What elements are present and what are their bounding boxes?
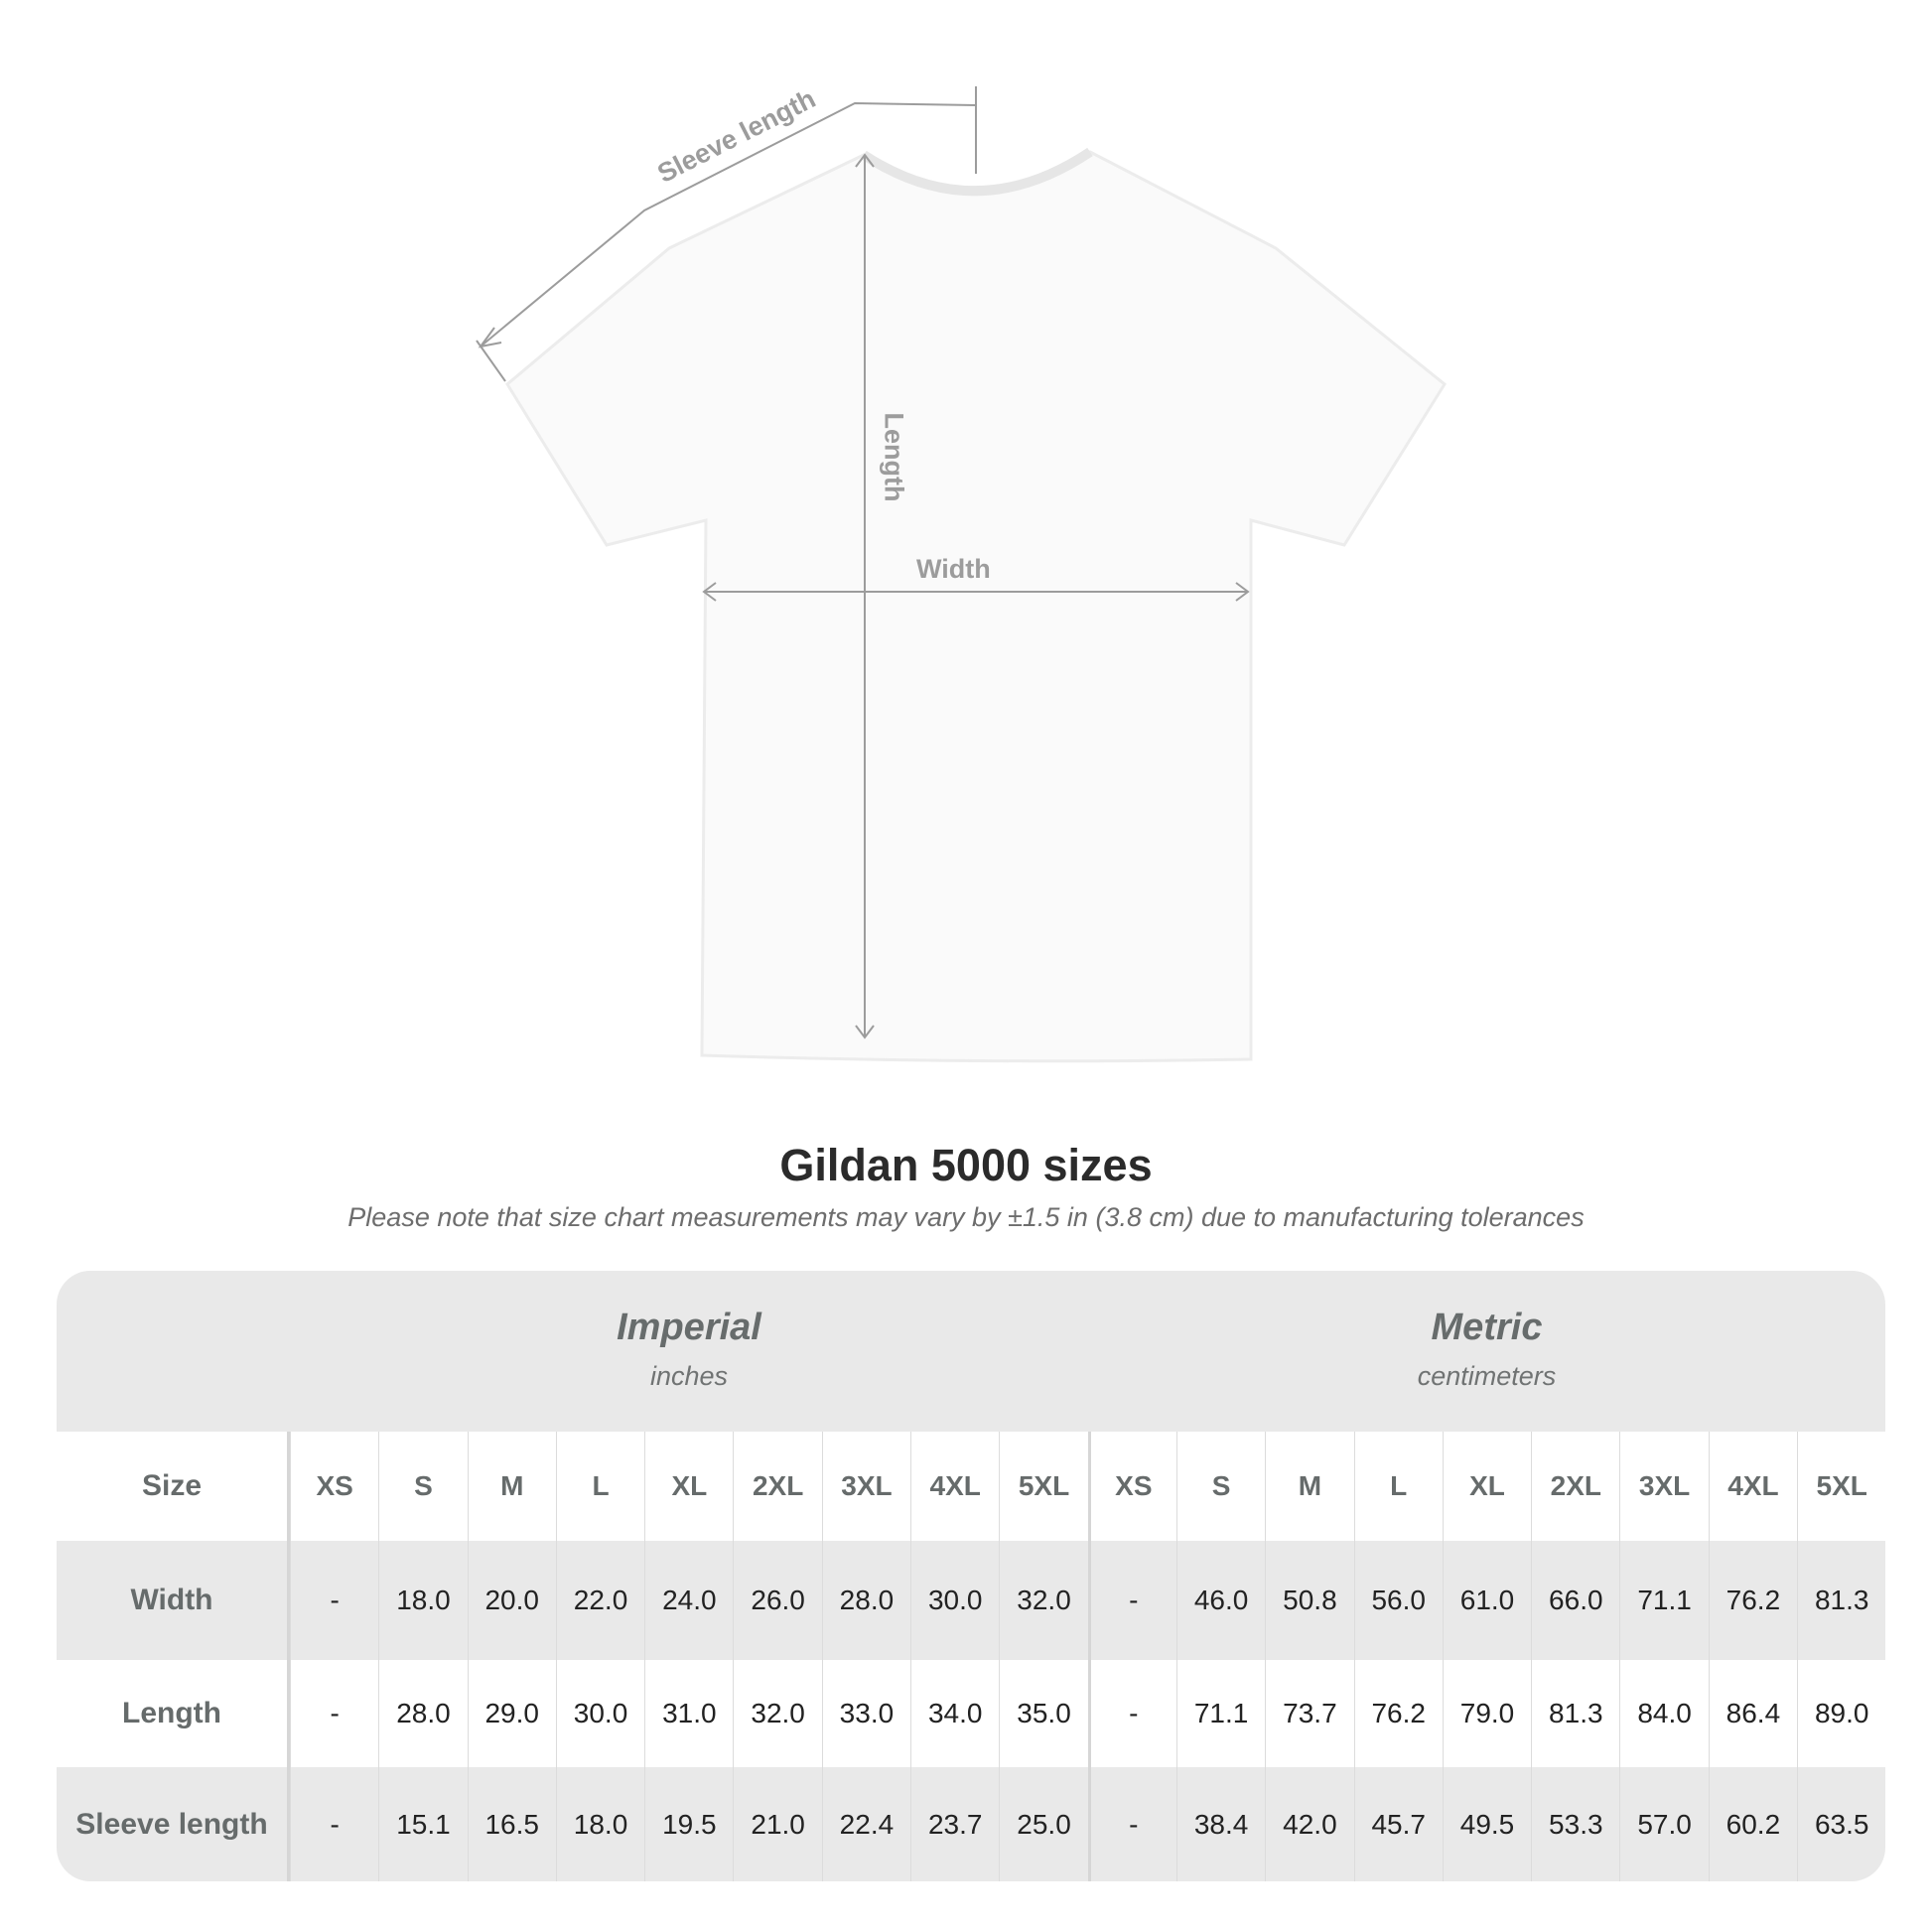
metric-value-cell: 66.0 <box>1531 1541 1619 1660</box>
metric-value-cell: 71.1 <box>1175 1660 1265 1767</box>
metric-value-cell: 50.8 <box>1265 1541 1353 1660</box>
imperial-size-l: L <box>555 1432 644 1541</box>
measure-lines <box>476 86 1250 1039</box>
metric-value-cell: 56.0 <box>1353 1541 1443 1660</box>
size-label: Size <box>57 1432 290 1541</box>
imperial-title: Imperial <box>617 1307 761 1348</box>
metric-value-cell: 84.0 <box>1619 1660 1708 1767</box>
imperial-value-cell: 26.0 <box>733 1541 821 1660</box>
metric-value-cell: 60.2 <box>1708 1767 1797 1881</box>
imperial-size-s: S <box>378 1432 467 1541</box>
imperial-size-2xl: 2XL <box>733 1432 821 1541</box>
tshirt-illustration <box>505 150 1447 1063</box>
width-label: Width <box>916 554 991 584</box>
imperial-unit: inches <box>649 1361 729 1391</box>
imperial-value-cell: 30.0 <box>555 1660 644 1767</box>
page-title: Gildan 5000 sizes <box>779 1140 1153 1190</box>
imperial-value-cell: 15.1 <box>378 1767 467 1881</box>
row-label: Sleeve length <box>57 1767 290 1881</box>
metric-value-cell: 45.7 <box>1353 1767 1443 1881</box>
imperial-value-cell: 29.0 <box>467 1660 556 1767</box>
imperial-value-cell: 33.0 <box>821 1660 910 1767</box>
imperial-header: Imperial inches <box>290 1271 1088 1432</box>
metric-value-cell: 63.5 <box>1797 1767 1885 1881</box>
imperial-size-xs: XS <box>290 1432 378 1541</box>
imperial-value-cell: 23.7 <box>910 1767 999 1881</box>
imperial-value-cell: 18.0 <box>378 1541 467 1660</box>
imperial-value-cell: 34.0 <box>910 1660 999 1767</box>
metric-size-xl: XL <box>1442 1432 1531 1541</box>
table-row: Width -18.0 20.0 22.0 24.0 26.0 28.0 30.0 32.0-4… <box>57 1541 1885 1660</box>
tshirt-diagram <box>476 86 1447 1063</box>
metric-unit: centimeters <box>1417 1361 1557 1391</box>
imperial-size-xl: XL <box>644 1432 733 1541</box>
metric-value-cell: 57.0 <box>1619 1767 1708 1881</box>
metric-value-cell: - <box>1087 1767 1176 1881</box>
metric-value-cell: 86.4 <box>1708 1660 1797 1767</box>
metric-size-5xl: 5XL <box>1797 1432 1885 1541</box>
imperial-size-3xl: 3XL <box>821 1432 910 1541</box>
metric-value-cell: 49.5 <box>1442 1767 1531 1881</box>
metric-size-xs: XS <box>1087 1432 1176 1541</box>
metric-size-m: M <box>1265 1432 1353 1541</box>
length-label: Length <box>879 412 909 502</box>
imperial-value-cell: 18.0 <box>555 1767 644 1881</box>
imperial-value-cell: 32.0 <box>999 1541 1087 1660</box>
table-row: Length -28.0 29.0 30.0 31.0 32.0 33.0 34.0 35.0-… <box>57 1660 1885 1767</box>
imperial-value-cell: 35.0 <box>999 1660 1087 1767</box>
metric-value-cell: 61.0 <box>1442 1541 1531 1660</box>
metric-value-cell: 42.0 <box>1265 1767 1353 1881</box>
collar <box>861 147 1093 197</box>
imperial-value-cell: 31.0 <box>644 1660 733 1767</box>
imperial-value-cell: 19.5 <box>644 1767 733 1881</box>
row-label: Width <box>57 1541 290 1660</box>
metric-size-s: S <box>1175 1432 1265 1541</box>
imperial-value-cell: 21.0 <box>733 1767 821 1881</box>
metric-size-4xl: 4XL <box>1708 1432 1797 1541</box>
metric-value-cell: 89.0 <box>1797 1660 1885 1767</box>
metric-value-cell: 46.0 <box>1175 1541 1265 1660</box>
metric-value-cell: 79.0 <box>1442 1660 1531 1767</box>
row-label: Length <box>57 1660 290 1767</box>
metric-value-cell: 76.2 <box>1353 1660 1443 1767</box>
metric-value-cell: 73.7 <box>1265 1660 1353 1767</box>
imperial-size-5xl: 5XL <box>999 1432 1087 1541</box>
imperial-value-cell: 30.0 <box>910 1541 999 1660</box>
metric-value-cell: - <box>1087 1541 1176 1660</box>
imperial-value-cell: 25.0 <box>999 1767 1087 1881</box>
metric-header: Metric centimeters <box>1088 1271 1885 1432</box>
metric-value-cell: - <box>1087 1660 1176 1767</box>
size-table: Imperial inches Metric centimeters Size X… <box>57 1271 1885 1881</box>
metric-title: Metric <box>1431 1307 1543 1348</box>
imperial-value-cell: 28.0 <box>378 1660 467 1767</box>
metric-value-cell: 81.3 <box>1531 1660 1619 1767</box>
metric-value-cell: 38.4 <box>1175 1767 1265 1881</box>
imperial-value-cell: 22.4 <box>821 1767 910 1881</box>
metric-size-l: L <box>1353 1432 1443 1541</box>
imperial-value-cell: 22.0 <box>555 1541 644 1660</box>
imperial-value-cell: 16.5 <box>467 1767 556 1881</box>
imperial-value-cell: - <box>290 1660 378 1767</box>
imperial-value-cell: 28.0 <box>821 1541 910 1660</box>
sleeve-length-line <box>480 101 977 347</box>
metric-size-3xl: 3XL <box>1619 1432 1708 1541</box>
table-row: Sleeve length -15.1 16.5 18.0 19.5 21.0 22.4 23… <box>57 1767 1885 1881</box>
imperial-size-4xl: 4XL <box>910 1432 999 1541</box>
metric-value-cell: 76.2 <box>1708 1541 1797 1660</box>
imperial-value-cell: 24.0 <box>644 1541 733 1660</box>
tolerance-note: Please note that size chart measurements… <box>347 1202 1585 1232</box>
metric-value-cell: 81.3 <box>1797 1541 1885 1660</box>
metric-value-cell: 71.1 <box>1619 1541 1708 1660</box>
imperial-value-cell: - <box>290 1541 378 1660</box>
imperial-value-cell: 20.0 <box>467 1541 556 1660</box>
imperial-size-m: M <box>467 1432 556 1541</box>
imperial-value-cell: - <box>290 1767 378 1881</box>
size-header-row: Size XS S M L XL 2XL 3XL 4XL 5XL XS S M L XL 2XL 3XL 4XL 5… <box>57 1432 1885 1541</box>
imperial-value-cell: 32.0 <box>733 1660 821 1767</box>
metric-size-2xl: 2XL <box>1531 1432 1619 1541</box>
metric-value-cell: 53.3 <box>1531 1767 1619 1881</box>
